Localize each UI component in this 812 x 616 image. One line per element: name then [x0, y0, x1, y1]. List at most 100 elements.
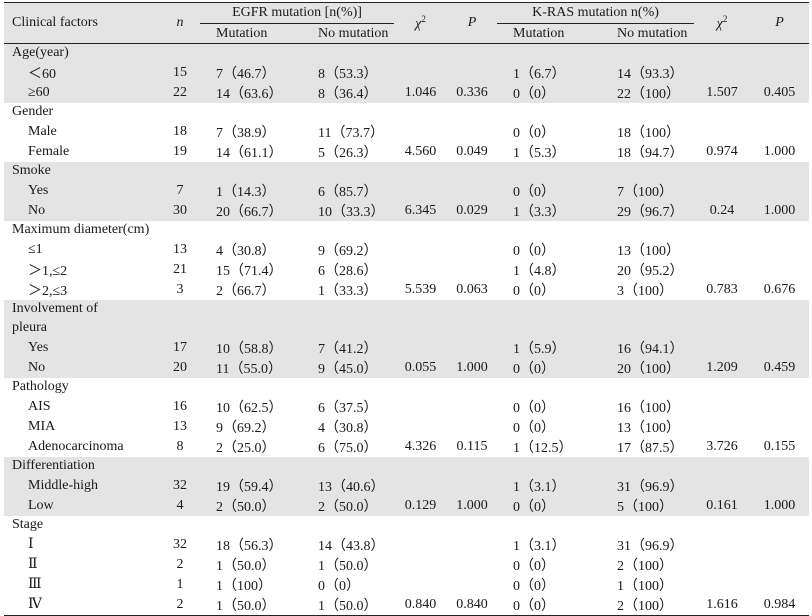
cell-kras-no-mutation: 20（95.2）	[617, 263, 684, 279]
cell-n: 17	[173, 339, 187, 355]
cell-egfr-mutation: 10（58.8）	[216, 341, 283, 357]
cell-egfr-no-mutation: 7（41.2）	[318, 341, 378, 357]
cell-egfr-mutation: 1（50.0）	[216, 598, 276, 614]
group-title: Pathology	[12, 379, 69, 394]
cell-p-kras	[750, 122, 809, 142]
table-row: Ⅱ 2 1（50.0） 1（50.0） 0（0） 2（100）	[4, 555, 809, 575]
row-label: Low	[28, 497, 54, 513]
header-egfr-group: EGFR mutation [n(%)]	[200, 2, 394, 24]
cell-p-egfr: 0.115	[456, 438, 488, 454]
cell-chi2-egfr	[394, 63, 447, 83]
cell-p-egfr: 1.000	[456, 359, 488, 375]
cell-p-kras: 0.459	[763, 359, 796, 375]
empty-cell	[278, 300, 394, 319]
header-n: n	[176, 15, 184, 30]
cell-egfr-mutation: 7（38.9）	[216, 125, 276, 141]
empty-cell	[750, 457, 809, 476]
cell-chi2-egfr	[394, 240, 447, 260]
cell-egfr-mutation: 10（62.5）	[216, 400, 283, 416]
cell-egfr-no-mutation: 1（33.3）	[318, 283, 378, 299]
empty-cell	[200, 457, 278, 476]
empty-cell	[750, 378, 809, 397]
cell-kras-mutation: 0（0）	[513, 420, 555, 436]
cell-kras-mutation: 0（0）	[513, 558, 555, 574]
cell-p-kras	[750, 417, 809, 437]
cell-kras-no-mutation: 1（100）	[617, 578, 673, 594]
empty-cell	[750, 103, 809, 122]
cell-kras-no-mutation: 16（100）	[617, 400, 680, 416]
cell-kras-no-mutation: 13（100）	[617, 420, 680, 436]
cell-p-kras: 0.676	[763, 281, 796, 297]
cell-egfr-mutation: 4（30.8）	[216, 243, 276, 259]
empty-cell	[694, 162, 750, 181]
empty-cell	[160, 516, 200, 535]
cell-p-egfr: 0.336	[456, 84, 488, 100]
empty-cell	[694, 44, 750, 63]
cell-chi2-egfr: 1.046	[404, 84, 437, 100]
empty-cell	[160, 162, 200, 181]
cell-kras-no-mutation: 20（100）	[617, 361, 680, 377]
table-row: Ⅰ 32 18（56.3） 14（43.8） 1（3.1） 31（96.9）	[4, 535, 809, 555]
empty-cell	[497, 319, 577, 338]
cell-n: 4	[176, 497, 184, 513]
empty-cell	[577, 162, 694, 181]
empty-cell	[160, 103, 200, 122]
row-label: Female	[28, 143, 70, 159]
cell-egfr-mutation: 2（50.0）	[216, 499, 276, 515]
cell-p-egfr: 0.840	[456, 596, 488, 612]
empty-cell	[694, 221, 750, 240]
cell-egfr-mutation: 9（69.2）	[216, 420, 276, 436]
header-clinical-factors: Clinical factors	[12, 15, 98, 30]
cell-n: 32	[173, 536, 187, 552]
empty-cell	[694, 516, 750, 535]
cell-kras-mutation: 0（0）	[513, 86, 555, 102]
cell-chi2-kras: 0.161	[706, 497, 738, 513]
row-label: MIA	[28, 418, 56, 434]
cell-p-kras: 0.405	[763, 84, 796, 100]
table-row: No 30 20（66.7） 10（33.3） 6.345 0.029 1（3.3） 29（9…	[4, 200, 810, 221]
cell-p-kras: 0.155	[763, 438, 796, 454]
empty-cell	[278, 378, 394, 397]
header-p-egfr: P	[467, 15, 477, 30]
cell-chi2-kras: 3.726	[706, 438, 738, 454]
cell-chi2-kras	[694, 338, 750, 358]
empty-cell	[160, 378, 200, 397]
empty-cell	[694, 300, 750, 319]
row-label: AIS	[28, 398, 51, 414]
empty-cell	[577, 221, 694, 240]
cell-egfr-no-mutation: 5（26.3）	[318, 145, 378, 161]
cell-kras-mutation: 1（3.1）	[513, 538, 566, 554]
empty-cell	[577, 516, 694, 535]
header-kras-group: K-RAS mutation n(%)	[497, 2, 695, 24]
cell-egfr-no-mutation: 10（33.3）	[318, 204, 385, 220]
empty-cell	[694, 103, 750, 122]
empty-cell	[447, 457, 497, 476]
cell-chi2-egfr: 0.840	[404, 596, 437, 612]
row-label: No	[28, 202, 46, 218]
group-title: Differentiation	[12, 458, 95, 473]
empty-cell	[394, 300, 447, 319]
table-row: Female 19 14（61.1） 5（26.3） 4.560 0.049 1（5.3） 1…	[4, 142, 809, 162]
cell-egfr-no-mutation: 2（50.0）	[318, 499, 378, 515]
cell-p-egfr	[447, 575, 497, 595]
cell-chi2-kras: 0.783	[706, 281, 738, 297]
empty-cell	[394, 378, 447, 397]
cell-egfr-no-mutation: 9（69.2）	[318, 243, 378, 259]
empty-cell	[200, 221, 278, 240]
empty-cell	[694, 457, 750, 476]
cell-kras-mutation: 1（5.3）	[513, 145, 566, 161]
cell-egfr-no-mutation: 14（43.8）	[318, 538, 385, 554]
cell-egfr-no-mutation: 6（37.5）	[318, 400, 378, 416]
empty-cell	[750, 162, 809, 181]
empty-cell	[750, 300, 809, 319]
cell-p-egfr: 0.049	[456, 143, 488, 159]
cell-chi2-egfr: 0.129	[404, 497, 437, 513]
empty-cell	[497, 162, 577, 181]
empty-cell	[447, 162, 497, 181]
empty-cell	[200, 300, 278, 319]
table-row: Low 4 2（50.0） 2（50.0） 0.129 1.000 0（0） 5（100） 0.…	[4, 495, 810, 516]
table-header: Clinical factors n EGFR mutation [n(%)] …	[4, 2, 810, 44]
table-row: No 20 11（55.0） 9（45.0） 0.055 1.000 0（0） 20（100）…	[4, 357, 810, 378]
empty-cell	[394, 319, 447, 338]
cell-kras-mutation: 0（0）	[513, 184, 555, 200]
